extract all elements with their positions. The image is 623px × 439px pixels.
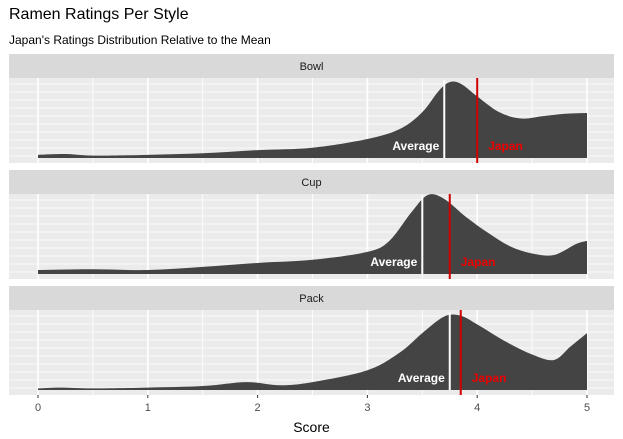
facet-label: Cup — [301, 177, 321, 189]
x-tick-label: 2 — [255, 402, 261, 414]
average-label: Average — [370, 255, 417, 269]
facet-label: Bowl — [300, 61, 324, 73]
chart-title: Ramen Ratings Per Style — [9, 6, 189, 23]
density-area — [38, 81, 587, 158]
japan-label: Japan — [472, 371, 507, 385]
x-tick-label: 0 — [35, 402, 41, 414]
x-axis-label: Score — [293, 419, 330, 435]
x-tick-label: 5 — [584, 402, 590, 414]
x-tick-label: 3 — [364, 402, 370, 414]
chart-subtitle: Japan's Ratings Distribution Relative to… — [9, 33, 271, 47]
average-label: Average — [392, 139, 439, 153]
facet-strip — [9, 286, 614, 310]
japan-label: Japan — [488, 139, 523, 153]
facet-label: Pack — [299, 293, 324, 305]
facet-strip — [9, 170, 614, 194]
facet-strip — [9, 54, 614, 78]
average-label: Average — [398, 371, 445, 385]
x-tick-label: 1 — [145, 402, 151, 414]
x-tick-label: 4 — [474, 402, 480, 414]
japan-label: Japan — [461, 255, 496, 269]
